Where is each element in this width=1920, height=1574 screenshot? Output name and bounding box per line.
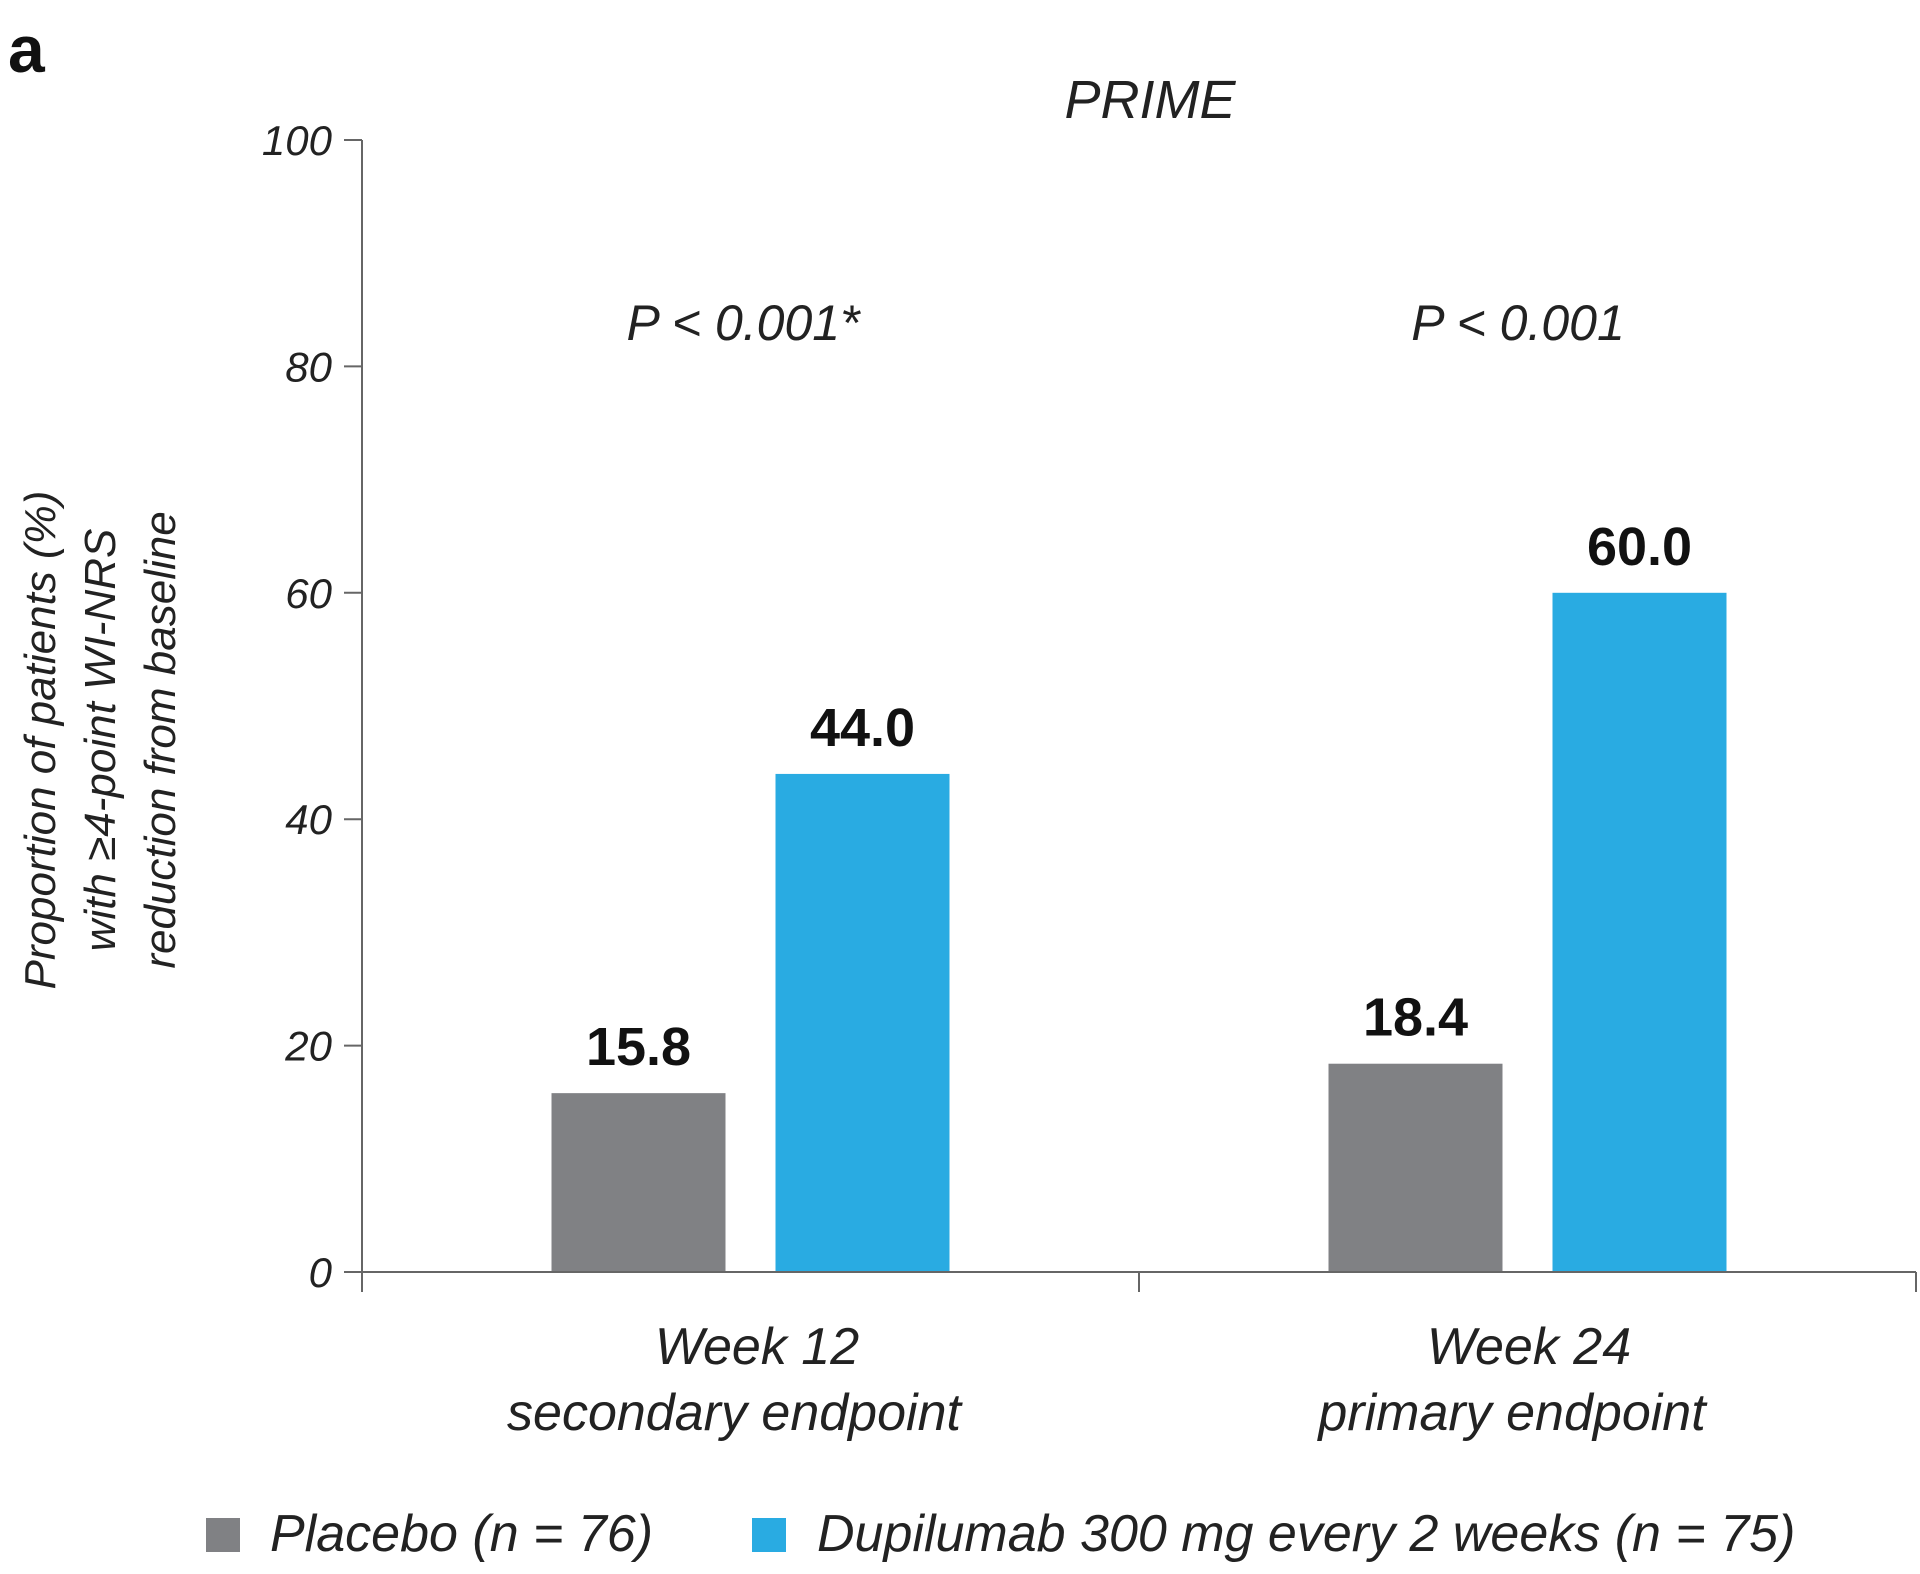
bar-value-label: 44.0 [810,698,915,758]
x-category-labels: Week 12 secondary endpoint Week 24 prima… [507,1318,1708,1442]
category-2-line-2: primary endpoint [1316,1384,1708,1442]
pvalue-week24: P < 0.001 [1411,295,1625,351]
y-tick-label: 60 [285,570,332,617]
pvalues: P < 0.001* P < 0.001 [626,295,1624,351]
bar-value-label: 15.8 [586,1017,691,1077]
y-tick-label: 80 [285,343,332,390]
legend-label-placebo: Placebo (n = 76) [270,1505,653,1563]
bar-dupilumab-1 [775,773,950,1272]
y-axis-label: Proportion of patients (%) with ≥4-point… [16,491,185,990]
y-axis: 0 20 40 60 80 100 [262,117,363,1296]
y-tick-label: 20 [284,1023,332,1070]
bar-value-label: 18.4 [1363,988,1468,1048]
bar-value-label: 60.0 [1587,517,1692,577]
y-axis-label-line-3: reduction from baseline [136,511,185,968]
panel-label: a [8,12,46,86]
legend-name-dupilumab: Dupilumab 300 mg every 2 weeks [817,1505,1600,1563]
bar-dupilumab-2 [1552,592,1727,1272]
legend-swatch-dupilumab [752,1518,786,1552]
legend-n-dupilumab: (n = 75) [1615,1505,1796,1563]
y-axis-label-line-1: Proportion of patients (%) [16,491,65,990]
y-tick-label: 40 [285,796,332,843]
pvalue-week12: P < 0.001* [626,295,861,351]
category-2-line-1: Week 24 [1427,1318,1631,1376]
bar-placebo-1 [551,1093,726,1272]
bar-placebo-2 [1328,1063,1503,1272]
category-1-line-1: Week 12 [655,1318,859,1376]
category-1-line-2: secondary endpoint [507,1384,963,1442]
legend-name-placebo: Placebo [270,1505,458,1563]
legend-label-dupilumab: Dupilumab 300 mg every 2 weeks (n = 75) [817,1505,1795,1563]
y-tick-label: 100 [262,117,333,164]
legend: Placebo (n = 76) Dupilumab 300 mg every … [206,1505,1795,1563]
bars: 15.8 44.0 18.4 60.0 [551,517,1727,1272]
chart-title: PRIME [1064,70,1236,130]
legend-n-placebo: (n = 76) [472,1505,653,1563]
y-axis-label-line-2: with ≥4-point WI-NRS [76,529,125,952]
y-tick-label: 0 [309,1249,333,1296]
x-axis [361,1271,1917,1292]
legend-swatch-placebo [206,1518,240,1552]
